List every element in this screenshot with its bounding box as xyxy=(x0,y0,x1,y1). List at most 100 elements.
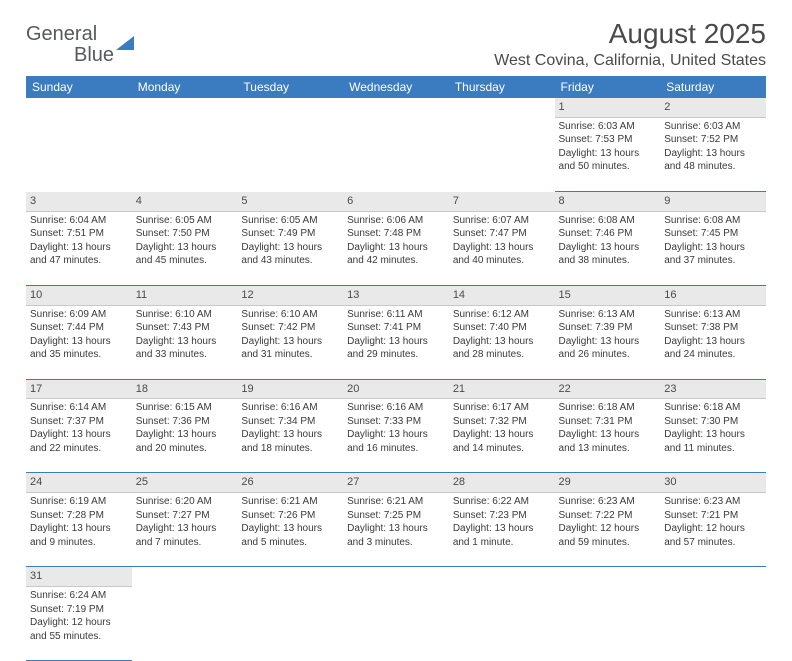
daycell-16: Sunrise: 6:13 AMSunset: 7:38 PMDaylight:… xyxy=(660,305,766,379)
empty-cell xyxy=(555,567,661,587)
sunrise: Sunrise: 6:06 AM xyxy=(347,214,445,228)
sunrise: Sunrise: 6:10 AM xyxy=(241,308,339,322)
empty-cell xyxy=(237,117,343,191)
sunset: Sunset: 7:46 PM xyxy=(559,227,657,241)
sunset: Sunset: 7:19 PM xyxy=(30,603,128,617)
daylight: Daylight: 13 hours and 38 minutes. xyxy=(559,241,657,268)
day-header-friday: Friday xyxy=(555,76,661,98)
daylight: Daylight: 13 hours and 9 minutes. xyxy=(30,522,128,549)
sunset: Sunset: 7:53 PM xyxy=(559,133,657,147)
sunset: Sunset: 7:39 PM xyxy=(559,321,657,335)
daycell-11: Sunrise: 6:10 AMSunset: 7:43 PMDaylight:… xyxy=(132,305,238,379)
sunset: Sunset: 7:43 PM xyxy=(136,321,234,335)
daynum-9: 9 xyxy=(660,191,766,211)
daycell-13: Sunrise: 6:11 AMSunset: 7:41 PMDaylight:… xyxy=(343,305,449,379)
empty-cell xyxy=(660,567,766,587)
daylight: Daylight: 13 hours and 31 minutes. xyxy=(241,335,339,362)
daycell-18: Sunrise: 6:15 AMSunset: 7:36 PMDaylight:… xyxy=(132,399,238,473)
logo-word1: General xyxy=(26,23,97,45)
empty-cell xyxy=(449,587,555,661)
week-0-data-row: Sunrise: 6:03 AMSunset: 7:53 PM Daylight:… xyxy=(26,117,766,191)
day-header-thursday: Thursday xyxy=(449,76,555,98)
sunset: Sunset: 7:48 PM xyxy=(347,227,445,241)
sunset: Sunset: 7:44 PM xyxy=(30,321,128,335)
daylight: Daylight: 13 hours and 47 minutes. xyxy=(30,241,128,268)
daycell-31: Sunrise: 6:24 AMSunset: 7:19 PMDaylight:… xyxy=(26,587,132,661)
sunrise: Sunrise: 6:08 AM xyxy=(664,214,762,228)
sunrise: Sunrise: 6:03 AM xyxy=(559,120,657,134)
daycell-29: Sunrise: 6:23 AMSunset: 7:22 PMDaylight:… xyxy=(555,493,661,567)
daylight: Daylight: 13 hours and 20 minutes. xyxy=(136,428,234,455)
daylight: Daylight: 13 hours and 45 minutes. xyxy=(136,241,234,268)
daylight: Daylight: 13 hours and 13 minutes. xyxy=(559,428,657,455)
week-2-daynum-row: 10111213141516 xyxy=(26,285,766,305)
day-header-saturday: Saturday xyxy=(660,76,766,98)
daylight: Daylight: 13 hours and 26 minutes. xyxy=(559,335,657,362)
daynum-19: 19 xyxy=(237,379,343,399)
week-4-data-row: Sunrise: 6:19 AMSunset: 7:28 PMDaylight:… xyxy=(26,493,766,567)
calendar-table: SundayMondayTuesdayWednesdayThursdayFrid… xyxy=(26,76,766,661)
daylight: Daylight: 13 hours and 24 minutes. xyxy=(664,335,762,362)
sunset: Sunset: 7:49 PM xyxy=(241,227,339,241)
sail-icon xyxy=(116,36,134,50)
sunset: Sunset: 7:50 PM xyxy=(136,227,234,241)
sunset: Sunset: 7:33 PM xyxy=(347,415,445,429)
empty-cell xyxy=(132,567,238,587)
daynum-24: 24 xyxy=(26,473,132,493)
daycell-19: Sunrise: 6:16 AMSunset: 7:34 PMDaylight:… xyxy=(237,399,343,473)
daycell-8: Sunrise: 6:08 AMSunset: 7:46 PMDaylight:… xyxy=(555,211,661,285)
sunrise: Sunrise: 6:19 AM xyxy=(30,495,128,509)
sunrise: Sunrise: 6:21 AM xyxy=(241,495,339,509)
empty-cell xyxy=(343,567,449,587)
daynum-13: 13 xyxy=(343,285,449,305)
daycell-23: Sunrise: 6:18 AMSunset: 7:30 PMDaylight:… xyxy=(660,399,766,473)
daynum-16: 16 xyxy=(660,285,766,305)
sunrise: Sunrise: 6:08 AM xyxy=(559,214,657,228)
daynum-15: 15 xyxy=(555,285,661,305)
empty-cell xyxy=(132,98,238,117)
sunset: Sunset: 7:27 PM xyxy=(136,509,234,523)
daylight: Daylight: 13 hours and 40 minutes. xyxy=(453,241,551,268)
day-header-sunday: Sunday xyxy=(26,76,132,98)
daycell-3: Sunrise: 6:04 AMSunset: 7:51 PMDaylight:… xyxy=(26,211,132,285)
daynum-10: 10 xyxy=(26,285,132,305)
empty-cell xyxy=(343,587,449,661)
daycell-21: Sunrise: 6:17 AMSunset: 7:32 PMDaylight:… xyxy=(449,399,555,473)
week-5-data-row: Sunrise: 6:24 AMSunset: 7:19 PMDaylight:… xyxy=(26,587,766,661)
day-header-row: SundayMondayTuesdayWednesdayThursdayFrid… xyxy=(26,76,766,98)
daycell-6: Sunrise: 6:06 AMSunset: 7:48 PMDaylight:… xyxy=(343,211,449,285)
sunrise: Sunrise: 6:09 AM xyxy=(30,308,128,322)
daynum-22: 22 xyxy=(555,379,661,399)
daylight: Daylight: 13 hours and 29 minutes. xyxy=(347,335,445,362)
daycell-12: Sunrise: 6:10 AMSunset: 7:42 PMDaylight:… xyxy=(237,305,343,379)
daylight: Daylight: 13 hours and 18 minutes. xyxy=(241,428,339,455)
sunrise: Sunrise: 6:10 AM xyxy=(136,308,234,322)
sunrise: Sunrise: 6:17 AM xyxy=(453,401,551,415)
daynum-27: 27 xyxy=(343,473,449,493)
daycell-20: Sunrise: 6:16 AMSunset: 7:33 PMDaylight:… xyxy=(343,399,449,473)
sunrise: Sunrise: 6:13 AM xyxy=(559,308,657,322)
sunrise: Sunrise: 6:18 AM xyxy=(664,401,762,415)
daynum-28: 28 xyxy=(449,473,555,493)
sunrise: Sunrise: 6:05 AM xyxy=(136,214,234,228)
sunrise: Sunrise: 6:18 AM xyxy=(559,401,657,415)
daylight: Daylight: 13 hours and 48 minutes. xyxy=(664,147,762,174)
sunrise: Sunrise: 6:15 AM xyxy=(136,401,234,415)
empty-cell xyxy=(555,587,661,661)
daynum-7: 7 xyxy=(449,191,555,211)
day-header-monday: Monday xyxy=(132,76,238,98)
empty-cell xyxy=(449,98,555,117)
daylight: Daylight: 13 hours and 3 minutes. xyxy=(347,522,445,549)
sunset: Sunset: 7:40 PM xyxy=(453,321,551,335)
daylight: Daylight: 13 hours and 22 minutes. xyxy=(30,428,128,455)
daylight: Daylight: 13 hours and 11 minutes. xyxy=(664,428,762,455)
location: West Covina, California, United States xyxy=(494,52,766,70)
daynum-21: 21 xyxy=(449,379,555,399)
sunset: Sunset: 7:25 PM xyxy=(347,509,445,523)
daycell-7: Sunrise: 6:07 AMSunset: 7:47 PMDaylight:… xyxy=(449,211,555,285)
sunrise: Sunrise: 6:23 AM xyxy=(664,495,762,509)
sunset: Sunset: 7:47 PM xyxy=(453,227,551,241)
daycell-22: Sunrise: 6:18 AMSunset: 7:31 PMDaylight:… xyxy=(555,399,661,473)
sunrise: Sunrise: 6:21 AM xyxy=(347,495,445,509)
daycell-4: Sunrise: 6:05 AMSunset: 7:50 PMDaylight:… xyxy=(132,211,238,285)
